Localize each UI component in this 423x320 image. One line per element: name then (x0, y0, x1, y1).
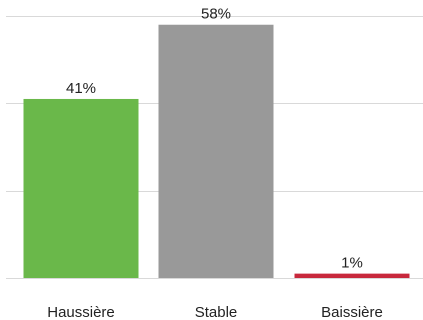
value-label-1: 41% (66, 80, 96, 97)
bar-2 (158, 24, 274, 278)
value-label-2: 58% (201, 6, 231, 23)
x-tick-label-3: Baissière (321, 304, 383, 320)
value-labels: 41% 58% 1% (66, 6, 363, 272)
value-label-3: 1% (341, 255, 363, 272)
x-axis-tick-labels: Haussière Stable Baissière (47, 304, 383, 320)
x-tick-label-2: Stable (195, 304, 238, 320)
bars (23, 24, 410, 278)
bar-3 (294, 273, 410, 278)
bar-1 (23, 98, 139, 278)
x-tick-label-1: Haussière (47, 304, 115, 320)
